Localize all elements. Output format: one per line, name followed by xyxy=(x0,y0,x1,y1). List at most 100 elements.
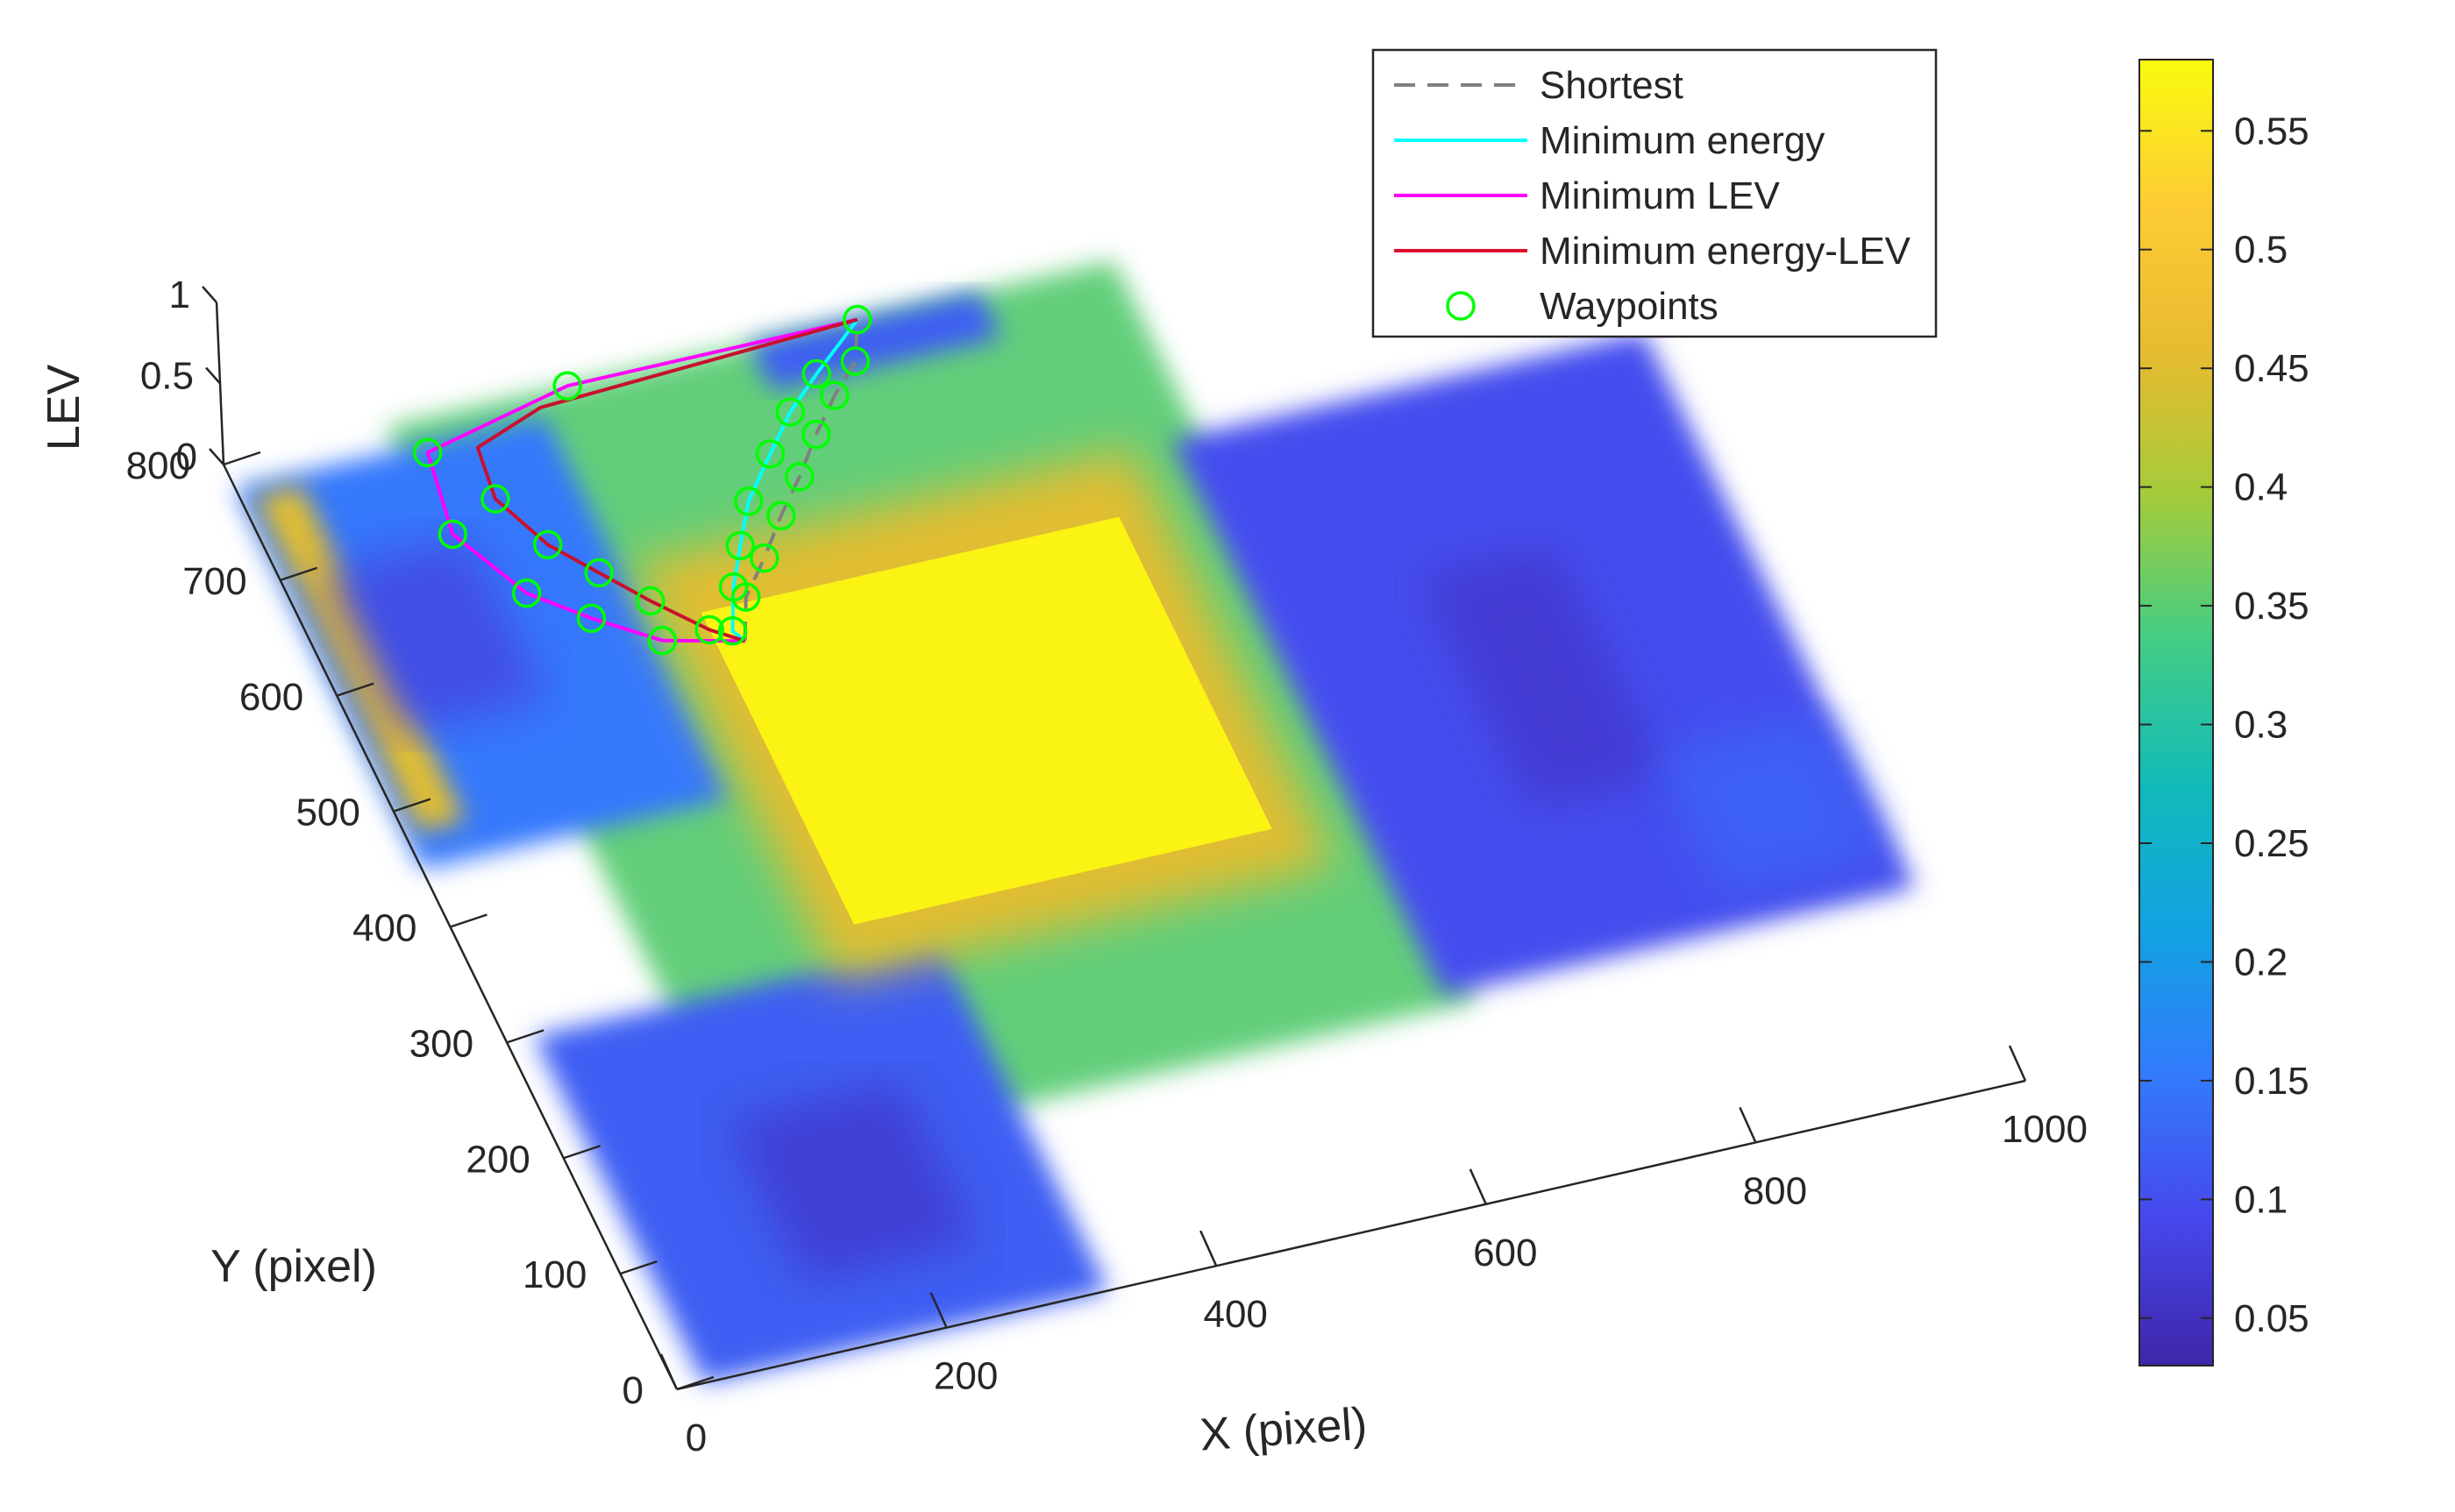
y-tick-label: 800 xyxy=(126,444,190,487)
y-axis-label: Y (pixel) xyxy=(210,1241,377,1292)
waypoint-marker xyxy=(840,346,871,376)
waypoint-marker xyxy=(511,579,542,608)
legend-label: Minimum LEV xyxy=(1540,174,1780,217)
colorbar-tick-label: 0.4 xyxy=(2234,466,2288,509)
z-tick-label: 1 xyxy=(169,273,190,316)
waypoint-marker xyxy=(576,603,607,634)
legend-entry: Minimum energy-LEV xyxy=(1394,230,1911,273)
colorbar-tick-label: 0.5 xyxy=(2234,229,2288,272)
surface-shade-2 xyxy=(725,1081,980,1283)
waypoint-marker xyxy=(750,543,779,573)
waypoint-marker xyxy=(785,462,815,492)
legend: Shortest Minimum energy Minimum LEV Minimum… xyxy=(1371,48,1938,338)
z-axis-label: LEV xyxy=(39,365,89,451)
x-axis-label: X (pixel) xyxy=(1199,1398,1369,1460)
legend-entry: Shortest xyxy=(1394,64,1683,107)
colorbar-scale xyxy=(2138,59,2214,1366)
plot-axes: 0 200 400 600 800 1000 0 100 200 300 400 500 600 700… xyxy=(39,260,2088,1461)
legend-entries: Shortest Minimum energy Minimum LEV Minimum… xyxy=(1394,64,1911,328)
legend-entry: Minimum LEV xyxy=(1394,174,1780,217)
waypoint-marker xyxy=(820,380,850,410)
y-tick-label: 300 xyxy=(409,1022,473,1065)
waypoint-marker xyxy=(533,529,563,560)
surface-region-central-block xyxy=(701,516,1272,925)
legend-marker xyxy=(1446,291,1476,321)
colorbar-tick-label: 0.1 xyxy=(2234,1178,2288,1221)
y-tick-mark xyxy=(619,1260,658,1275)
x-tick-label: 600 xyxy=(1473,1232,1537,1274)
waypoint-marker xyxy=(766,500,796,531)
y-tick-mark xyxy=(393,798,431,813)
y-tick-mark xyxy=(336,682,374,697)
x-tick-mark xyxy=(2008,1045,2027,1082)
x-axis-ticks: 0 200 400 600 800 1000 xyxy=(659,1045,2088,1459)
colorbar-tick-label: 0.45 xyxy=(2234,347,2309,390)
waypoint-marker xyxy=(801,358,832,389)
legend-label: Waypoints xyxy=(1540,285,1718,328)
colorbar-tick-label: 0.2 xyxy=(2234,941,2288,983)
waypoint-markers xyxy=(413,304,872,656)
colorbar: 0.05 0.1 0.15 0.2 0.25 0.3 0.35 0.4 0.45 0.5 0.55 xyxy=(2138,59,2309,1366)
waypoint-marker xyxy=(647,626,678,656)
legend-label: Minimum energy-LEV xyxy=(1540,230,1911,273)
colorbar-ticks: 0.05 0.1 0.15 0.2 0.25 0.3 0.35 0.4 0.45 0.5 0.55 xyxy=(2139,110,2309,1340)
lev-surface xyxy=(234,260,1916,1383)
x-tick-label: 1000 xyxy=(2002,1108,2088,1151)
y-tick-label: 400 xyxy=(352,907,416,950)
y-tick-mark xyxy=(676,1375,715,1391)
legend-label: Minimum energy xyxy=(1540,119,1825,162)
y-tick-mark xyxy=(280,566,318,582)
y-tick-label: 200 xyxy=(466,1138,530,1181)
x-tick-mark xyxy=(1199,1230,1218,1267)
waypoint-marker xyxy=(694,614,724,645)
legend-entry: Minimum energy xyxy=(1394,119,1825,162)
waypoint-marker xyxy=(635,586,665,616)
x-tick-label: 800 xyxy=(1743,1169,1807,1212)
waypoint-marker xyxy=(438,519,468,550)
colorbar-tick-label: 0.3 xyxy=(2234,704,2288,747)
legend-label: Shortest xyxy=(1540,64,1683,107)
y-tick-mark xyxy=(450,913,487,928)
z-axis-ticks: 00.51 xyxy=(140,273,224,479)
x-tick-label: 400 xyxy=(1203,1293,1267,1336)
x-tick-mark xyxy=(929,1292,948,1329)
colorbar-tick-label: 0.15 xyxy=(2234,1060,2309,1103)
z-tick-label: 0.5 xyxy=(140,355,194,398)
y-tick-label: 100 xyxy=(523,1253,587,1296)
x-tick-mark xyxy=(1469,1168,1487,1205)
waypoint-marker xyxy=(843,304,872,335)
x-tick-label: 0 xyxy=(686,1416,707,1459)
waypoint-marker xyxy=(480,484,510,514)
waypoint-marker xyxy=(717,616,748,646)
colorbar-tick-label: 0.05 xyxy=(2234,1297,2309,1340)
x-tick-mark xyxy=(1739,1106,1757,1143)
x-axis-line xyxy=(676,1079,2026,1391)
waypoint-marker xyxy=(801,419,831,450)
waypoint-marker xyxy=(413,437,443,468)
waypoint-marker xyxy=(725,530,756,561)
y-tick-label: 700 xyxy=(182,560,246,603)
path-minimum-energy-lev xyxy=(475,317,858,643)
colorbar-tick-label: 0.55 xyxy=(2234,110,2309,153)
x-tick-mark xyxy=(659,1353,679,1390)
waypoint-marker xyxy=(718,571,749,602)
surface-shade-4 xyxy=(1654,717,1885,893)
y-tick-mark xyxy=(563,1145,601,1160)
y-tick-label: 500 xyxy=(295,791,359,834)
waypoint-marker xyxy=(584,557,615,588)
surface-shade-1 xyxy=(1418,545,1667,808)
y-axis-ticks: 0 100 200 300 400 500 600 700 800 xyxy=(126,444,715,1412)
z-tick-mark xyxy=(209,448,224,465)
y-tick-label: 0 xyxy=(623,1369,644,1412)
y-tick-mark xyxy=(223,451,261,466)
z-tick-label: 0 xyxy=(176,436,197,479)
colorbar-tick-label: 0.35 xyxy=(2234,585,2309,628)
surface-shade-3 xyxy=(320,536,549,733)
y-tick-mark xyxy=(506,1029,544,1044)
waypoint-marker xyxy=(733,486,764,516)
z-tick-mark xyxy=(202,286,217,303)
waypoint-marker xyxy=(552,371,582,401)
z-tick-mark xyxy=(205,366,221,385)
colorbar-tick-label: 0.25 xyxy=(2234,822,2309,865)
